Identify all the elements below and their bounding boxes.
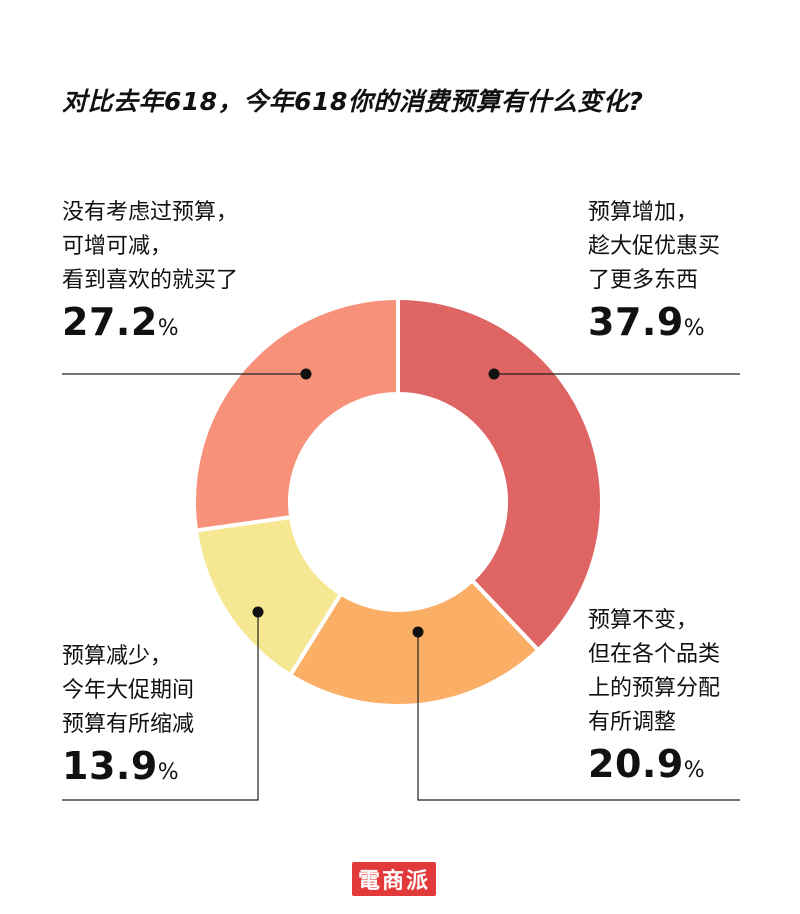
slice-label-unchanged: 预算不变， 但在各个品类 上的预算分配 有所调整 20.9% xyxy=(588,604,720,793)
slice-unit-decrease: % xyxy=(157,760,179,785)
slice-label-decrease-line-3: 预算有所缩减 xyxy=(62,712,195,737)
slice-unchanged xyxy=(287,577,542,708)
slice-label-no-plan-line-1: 没有考虑过预算， xyxy=(62,200,239,225)
slice-label-no-plan-line-2: 可增可减， xyxy=(62,234,173,259)
slice-label-unchanged-line-2: 但在各个品类 xyxy=(588,642,721,667)
slice-value-decrease: 13.9 xyxy=(62,744,158,788)
slice-value-unchanged: 20.9 xyxy=(588,742,684,786)
slice-label-increase-line-1: 预算增加， xyxy=(588,200,699,225)
slice-label-no-plan-line-3: 看到喜欢的就买了 xyxy=(62,268,239,293)
slice-label-increase: 预算增加， 趁大促优惠买 了更多东西 37.9% xyxy=(588,196,720,351)
slice-value-no-plan: 27.2 xyxy=(62,300,158,344)
slice-increase xyxy=(396,295,604,653)
slice-label-unchanged-line-1: 预算不变， xyxy=(588,608,699,633)
leader-line-unchanged xyxy=(417,632,740,801)
slice-value-increase: 37.9 xyxy=(588,300,684,344)
slice-unit-no-plan: % xyxy=(157,316,179,341)
leader-line-decrease xyxy=(62,612,259,801)
slice-no-plan xyxy=(192,295,400,533)
slice-label-unchanged-line-3: 上的预算分配 xyxy=(588,676,721,701)
leader-dot-no-plan xyxy=(300,368,312,380)
slice-label-decrease: 预算减少， 今年大促期间 预算有所缩减 13.9% xyxy=(62,640,194,795)
slice-label-decrease-line-2: 今年大促期间 xyxy=(62,678,195,703)
leader-dot-increase xyxy=(488,368,500,380)
slice-label-unchanged-line-4: 有所调整 xyxy=(588,710,677,735)
slice-label-increase-line-3: 了更多东西 xyxy=(588,268,699,293)
leader-dot-unchanged xyxy=(412,626,424,638)
slice-unit-unchanged: % xyxy=(683,758,705,783)
slice-label-decrease-line-1: 预算减少， xyxy=(62,644,173,669)
slice-label-increase-line-2: 趁大促优惠买 xyxy=(588,234,721,259)
brand-logo: 電商派 xyxy=(352,862,437,896)
slice-unit-increase: % xyxy=(683,316,705,341)
slice-label-no-plan: 没有考虑过预算， 可增可减， 看到喜欢的就买了 27.2% xyxy=(62,196,238,351)
leader-dot-decrease xyxy=(252,606,264,618)
chart-title: 对比去年618，今年618你的消费预算有什么变化? xyxy=(62,87,644,116)
